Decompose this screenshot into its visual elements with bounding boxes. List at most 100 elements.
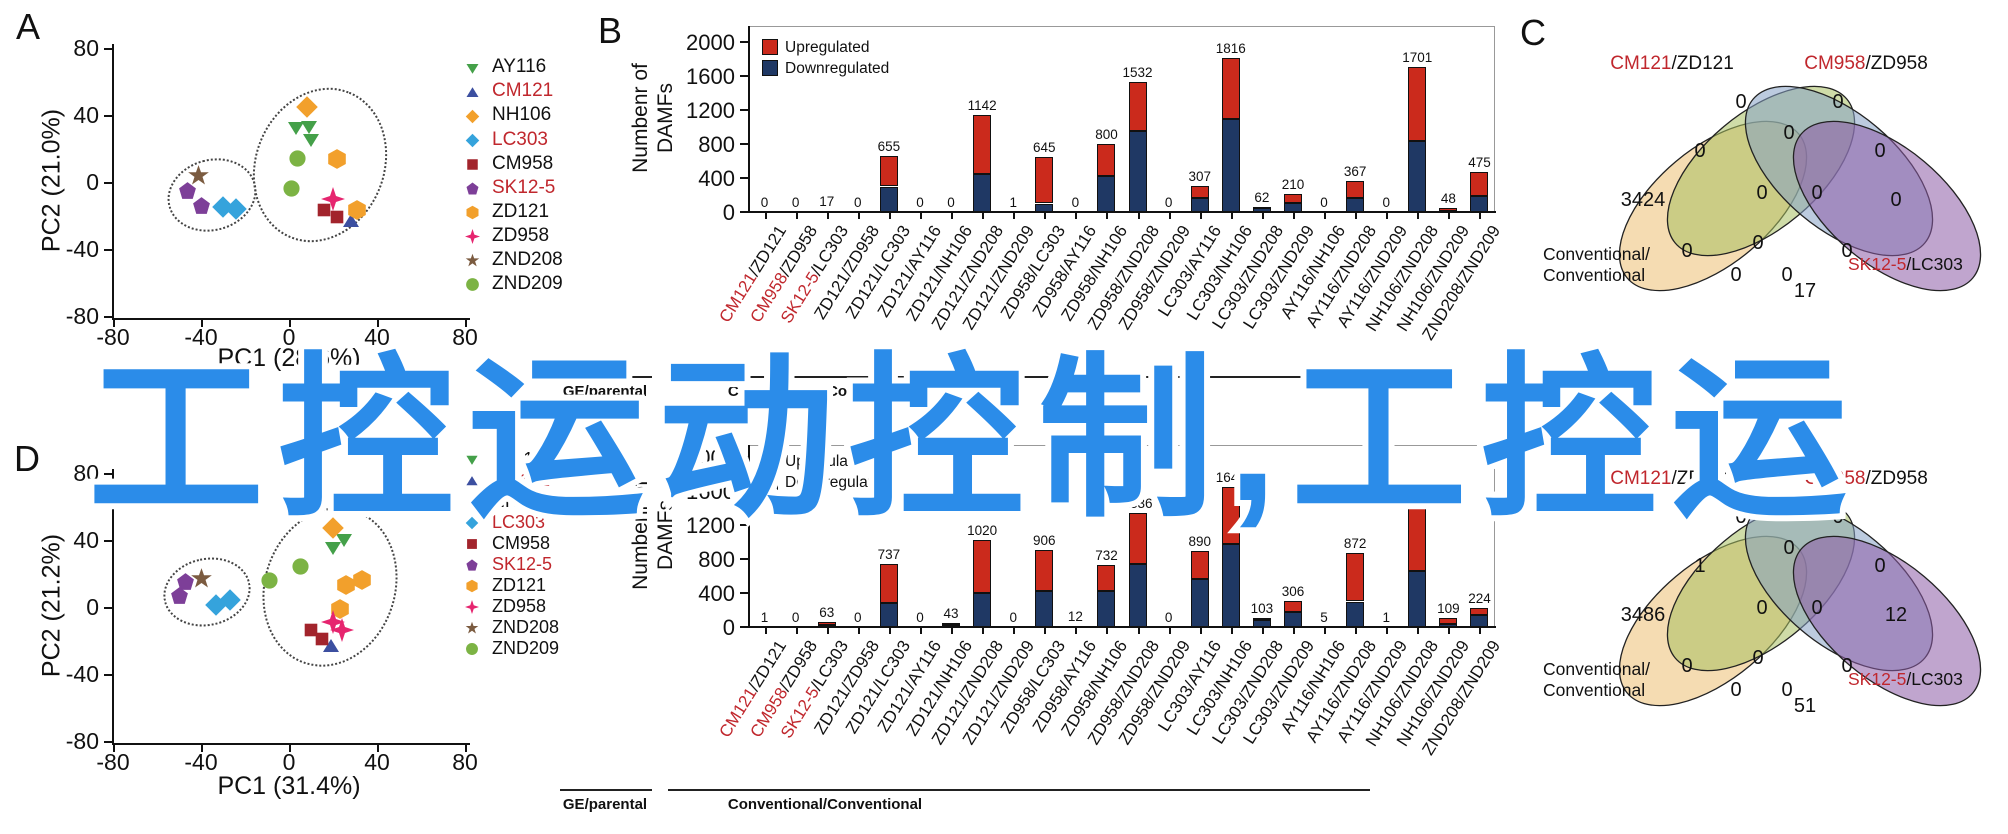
bar-up-segment xyxy=(1439,617,1458,625)
y-tick xyxy=(740,490,749,492)
triangle-up-marker-icon xyxy=(342,213,359,227)
scatter-point-ZND208 xyxy=(190,567,213,590)
scatter-point-ZND209 xyxy=(260,571,279,590)
legend-swatch-up xyxy=(762,39,778,55)
x-tick-label: 40 xyxy=(364,749,390,775)
legend-marker-LC303 xyxy=(465,516,479,530)
diamond-marker-icon xyxy=(465,516,479,530)
bar-value-label: 0 xyxy=(916,195,924,210)
bar-value-label: 48 xyxy=(1440,190,1456,206)
x-tick xyxy=(1168,213,1171,219)
venn-region-CD: 0 xyxy=(1874,555,1885,577)
diamond-marker-icon xyxy=(465,133,479,148)
scatter-point-AY116 xyxy=(323,538,343,558)
y-tick-label: 2000 xyxy=(686,445,735,470)
legend-marker-CM121 xyxy=(465,85,480,100)
bar-down-segment xyxy=(973,593,992,627)
legend-marker-ZD121 xyxy=(465,579,479,593)
star4-marker-icon xyxy=(465,600,479,614)
legend-label-CM121: CM121 xyxy=(492,469,551,490)
pentagon-marker-icon xyxy=(177,573,194,591)
bar-up-segment xyxy=(1035,157,1054,204)
bar-up-segment xyxy=(1221,57,1240,120)
legend-label-CM958: CM958 xyxy=(492,532,551,553)
x-tick xyxy=(1261,628,1264,634)
legend-label-LC303: LC303 xyxy=(492,511,546,532)
venn-region-AB: 1 xyxy=(1694,555,1705,577)
legend-label-AY116: AY116 xyxy=(492,56,547,78)
bar-down-segment xyxy=(1283,611,1302,627)
pentagon-marker-icon xyxy=(170,586,188,604)
triangle-down-marker-icon xyxy=(303,134,319,148)
x-tick xyxy=(1355,213,1358,219)
y-tick-label: 80 xyxy=(73,35,99,61)
x-tick xyxy=(289,745,291,752)
y-tick-label: 0 xyxy=(86,594,99,620)
venn-region-ACD: 0 xyxy=(1730,264,1741,286)
scatter-point-CM958 xyxy=(328,208,346,226)
x-tick xyxy=(1324,628,1327,634)
bar-down-segment xyxy=(973,173,992,212)
y-tick xyxy=(740,109,749,111)
legend-marker-NH106 xyxy=(465,109,480,124)
y-axis-title: PC2 (21.0%) xyxy=(37,108,66,253)
venn-diagram: 0 0 1 0 0 3486 0 0 12 0 0 0 0 0 51 xyxy=(1605,493,2005,738)
bar-down-segment xyxy=(1283,203,1302,212)
bar-down-segment xyxy=(817,210,836,213)
bar-up-segment xyxy=(879,156,898,187)
x-tick xyxy=(1448,213,1451,219)
y-tick xyxy=(740,524,749,526)
y-tick xyxy=(104,249,113,251)
bar-up-segment xyxy=(1128,513,1147,564)
diamond-marker-icon xyxy=(218,589,241,612)
venn-region-AC: 0 xyxy=(1681,240,1692,262)
bar-up-segment xyxy=(1190,551,1209,579)
bar-value-label: 367 xyxy=(1343,163,1367,179)
x-tick xyxy=(1106,213,1109,219)
venn-region-BCD: 0 xyxy=(1811,597,1822,619)
bar-value-label: 1701 xyxy=(1402,50,1433,66)
venn-set-label-top: CM121/ZD121 xyxy=(1610,53,1734,74)
scatter-point-SK12-5 xyxy=(177,180,198,201)
group-label-ge: GE/parental xyxy=(562,383,648,400)
bar-up-segment xyxy=(1346,180,1365,198)
bar-up-segment xyxy=(1221,487,1240,545)
scatter-point-AY116 xyxy=(334,530,354,550)
y-tick xyxy=(740,41,749,43)
venn-region-ABD: 0 xyxy=(1781,264,1792,286)
bar-value-label: 63 xyxy=(819,604,835,620)
venn-set-label-conventional: Conventional/Conventional xyxy=(1543,659,1651,700)
y-axis-title: PC2 (21.2%) xyxy=(37,533,66,678)
y-tick xyxy=(104,182,113,184)
legend-label-NH106: NH106 xyxy=(492,104,552,126)
hexagon-marker-icon xyxy=(328,148,347,169)
y-tick-label: -80 xyxy=(65,728,99,754)
legend-label-ZND208: ZND208 xyxy=(492,616,560,637)
panel-letter: B xyxy=(598,10,623,51)
legend-marker-ZND208 xyxy=(465,253,480,268)
bar-up-segment xyxy=(1283,194,1302,204)
x-axis-title: PC1 (28.6%) xyxy=(217,344,361,372)
venn-region-D: 12 xyxy=(1885,604,1907,626)
bar-down-segment xyxy=(1408,141,1427,212)
bar-value-label: 0 xyxy=(791,195,800,210)
bar-value-label: 17 xyxy=(819,193,835,209)
scatter-point-SK12-5 xyxy=(169,585,190,606)
x-tick xyxy=(465,745,467,752)
x-tick xyxy=(1168,628,1171,634)
bar-value-label: 103 xyxy=(1250,601,1274,617)
bar-value-label: 1532 xyxy=(1122,64,1153,80)
bar-up-segment xyxy=(1470,607,1489,616)
star5-marker-icon xyxy=(190,568,212,588)
hexagon-marker-icon xyxy=(466,205,478,220)
bar-value-label: 1646 xyxy=(1215,470,1246,486)
bar-value-label: 655 xyxy=(877,139,901,155)
y-tick xyxy=(104,607,113,609)
bar-down-segment xyxy=(1190,578,1209,627)
x-tick xyxy=(201,320,203,327)
bar-value-label: 0 xyxy=(791,610,800,625)
y-axis-line xyxy=(748,445,750,627)
hexagon-marker-icon xyxy=(337,575,355,596)
venn-set-label-conventional: Conventional/Conventional xyxy=(1543,244,1651,285)
